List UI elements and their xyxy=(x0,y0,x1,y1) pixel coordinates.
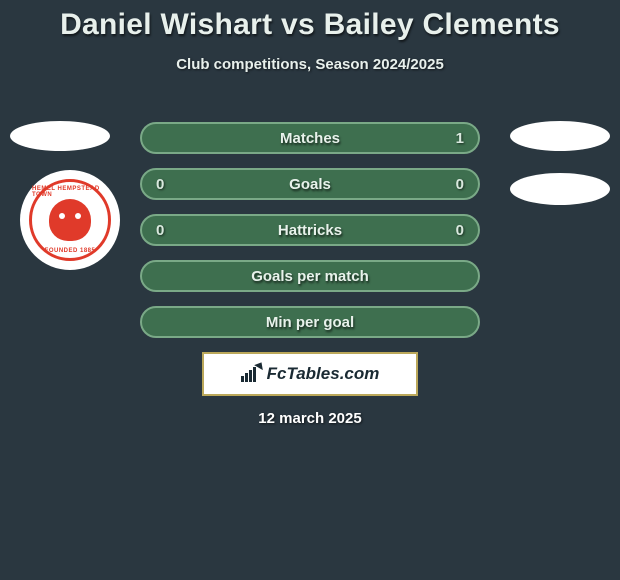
stat-right-value: 0 xyxy=(444,222,464,239)
stat-row-min-per-goal: Min per goal xyxy=(140,306,480,338)
stat-rows: Matches 1 0 Goals 0 0 Hattricks 0 Goals … xyxy=(140,122,480,352)
stat-label: Matches xyxy=(142,130,478,147)
stat-label: Goals per match xyxy=(142,268,478,285)
stat-right-value: 0 xyxy=(444,176,464,193)
date-label: 12 march 2025 xyxy=(0,410,620,427)
subtitle: Club competitions, Season 2024/2025 xyxy=(0,56,620,73)
stat-row-goals-per-match: Goals per match xyxy=(140,260,480,292)
stat-left-value: 0 xyxy=(156,222,176,239)
stat-right-value: 1 xyxy=(444,130,464,147)
club-badge-inner: HEMEL HEMPSTEAD TOWN FOUNDED 1885 xyxy=(29,179,111,261)
player-right-badge-secondary xyxy=(510,173,610,205)
club-badge: HEMEL HEMPSTEAD TOWN FOUNDED 1885 xyxy=(20,170,120,270)
brand-box: FcTables.com xyxy=(202,352,418,396)
stat-row-goals: 0 Goals 0 xyxy=(140,168,480,200)
stat-row-hattricks: 0 Hattricks 0 xyxy=(140,214,480,246)
page-title: Daniel Wishart vs Bailey Clements xyxy=(0,0,620,42)
stat-label: Hattricks xyxy=(142,222,478,239)
club-badge-bottom-text: FOUNDED 1885 xyxy=(45,248,96,254)
club-badge-face-icon xyxy=(49,199,91,241)
stat-left-value: 0 xyxy=(156,176,176,193)
stat-label: Goals xyxy=(142,176,478,193)
club-badge-top-text: HEMEL HEMPSTEAD TOWN xyxy=(32,186,108,198)
stat-label: Min per goal xyxy=(142,314,478,331)
stat-row-matches: Matches 1 xyxy=(140,122,480,154)
player-right-badge xyxy=(510,121,610,151)
brand-label: FcTables.com xyxy=(267,364,380,384)
chart-icon xyxy=(241,366,261,382)
player-left-badge xyxy=(10,121,110,151)
